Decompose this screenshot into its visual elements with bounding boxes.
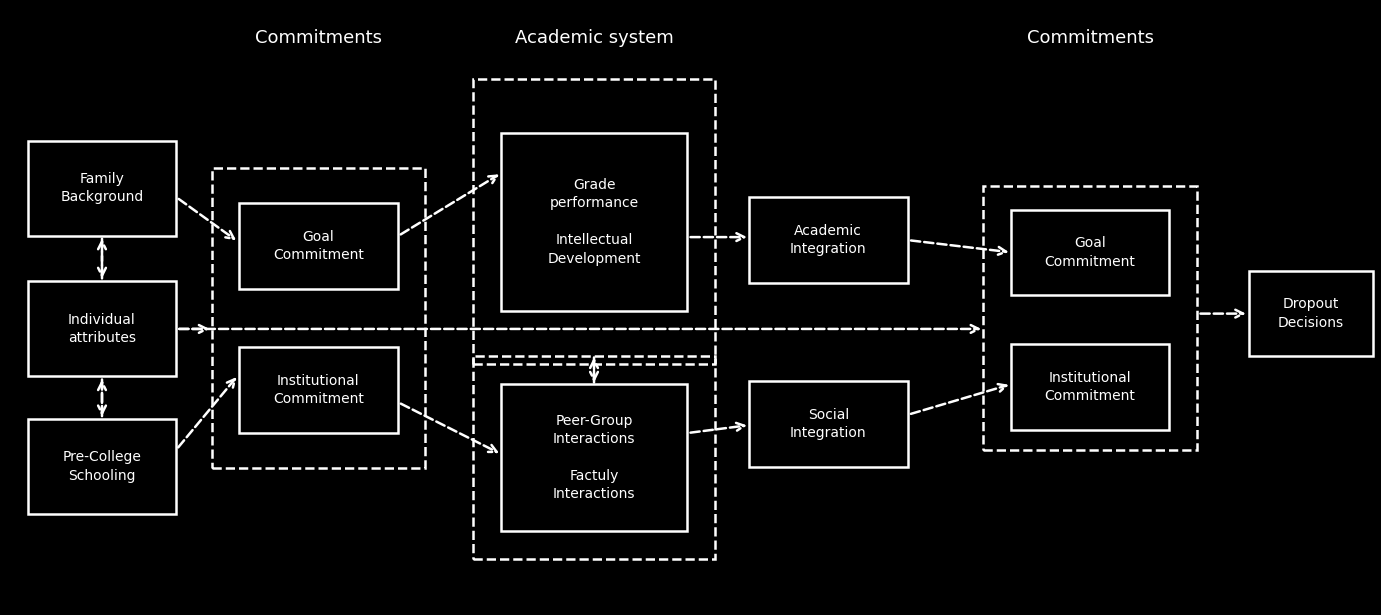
Text: Institutional
Commitment: Institutional Commitment bbox=[273, 374, 363, 407]
Text: Academic system: Academic system bbox=[515, 29, 674, 47]
Bar bbox=[501, 384, 688, 531]
Bar bbox=[1248, 271, 1373, 357]
Text: Peer-Group
Interactions

Factuly
Interactions: Peer-Group Interactions Factuly Interact… bbox=[552, 414, 635, 501]
Text: Pre-College
Schooling: Pre-College Schooling bbox=[62, 450, 141, 483]
Bar bbox=[1011, 210, 1170, 295]
Bar bbox=[28, 419, 177, 514]
Text: Institutional
Commitment: Institutional Commitment bbox=[1045, 371, 1135, 403]
Text: Goal
Commitment: Goal Commitment bbox=[1045, 236, 1135, 269]
Bar bbox=[211, 168, 425, 468]
Bar bbox=[474, 357, 714, 558]
Bar bbox=[1011, 344, 1170, 430]
Bar bbox=[501, 133, 688, 311]
Text: Family
Background: Family Background bbox=[61, 172, 144, 204]
Bar bbox=[749, 381, 907, 467]
Text: Commitments: Commitments bbox=[1026, 29, 1153, 47]
Bar bbox=[474, 79, 714, 364]
Bar bbox=[28, 141, 177, 236]
Text: Commitments: Commitments bbox=[255, 29, 383, 47]
Bar bbox=[28, 282, 177, 376]
Text: Individual
attributes: Individual attributes bbox=[68, 313, 135, 345]
Text: Goal
Commitment: Goal Commitment bbox=[273, 230, 363, 263]
Text: Grade
performance

Intellectual
Development: Grade performance Intellectual Developme… bbox=[547, 178, 641, 266]
Bar bbox=[239, 347, 398, 433]
Bar bbox=[983, 186, 1197, 450]
Text: Dropout
Decisions: Dropout Decisions bbox=[1277, 298, 1344, 330]
Bar bbox=[749, 197, 907, 283]
Text: Social
Integration: Social Integration bbox=[790, 408, 867, 440]
Bar bbox=[239, 204, 398, 289]
Text: Academic
Integration: Academic Integration bbox=[790, 224, 867, 256]
